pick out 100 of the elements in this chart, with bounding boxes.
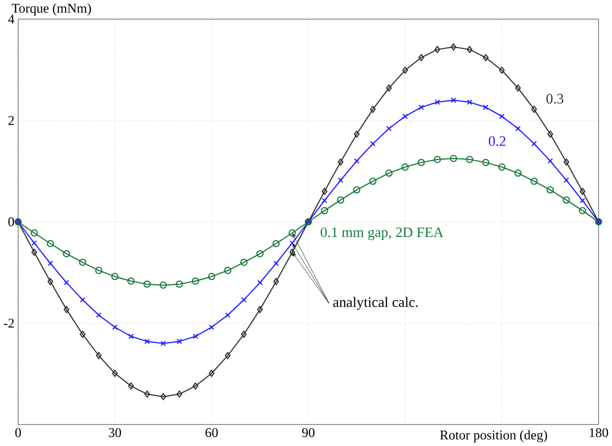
point — [225, 312, 230, 318]
point — [290, 240, 295, 246]
y-tick-label: 4 — [8, 14, 14, 24]
point — [369, 178, 377, 186]
x-tick-label: 180 — [590, 428, 608, 438]
point — [176, 390, 182, 398]
point — [515, 126, 521, 132]
point — [466, 100, 472, 106]
point — [192, 334, 198, 340]
point — [482, 159, 490, 166]
point — [562, 196, 570, 204]
point — [30, 229, 38, 237]
point — [531, 141, 537, 147]
point — [160, 393, 166, 400]
point — [273, 260, 279, 266]
point — [320, 207, 328, 214]
point — [144, 390, 150, 398]
point — [546, 186, 554, 194]
point — [386, 84, 392, 92]
y-axis-title: Torque (mNm) — [12, 4, 91, 16]
point — [143, 280, 151, 288]
point — [289, 248, 296, 256]
point — [224, 266, 232, 274]
point — [96, 312, 102, 318]
point — [144, 338, 150, 344]
point — [78, 258, 86, 266]
point — [578, 207, 586, 214]
point — [160, 282, 167, 289]
point — [48, 278, 54, 286]
point — [257, 306, 263, 314]
point — [224, 352, 231, 360]
point — [64, 280, 70, 286]
x-tick-label: 0 — [15, 428, 21, 438]
point — [385, 170, 393, 177]
point — [80, 330, 86, 338]
point — [176, 280, 184, 288]
point — [176, 338, 182, 344]
point — [353, 186, 360, 194]
point — [322, 188, 328, 196]
series-label: 0.3 — [546, 94, 564, 104]
point — [31, 248, 38, 256]
point — [531, 106, 537, 114]
point — [402, 66, 408, 74]
point — [111, 273, 119, 280]
point — [62, 250, 70, 258]
point — [418, 104, 424, 110]
point — [208, 273, 216, 280]
x-tick-label: 60 — [206, 428, 218, 438]
point — [257, 280, 263, 286]
point — [450, 98, 456, 104]
point — [256, 250, 264, 258]
point — [95, 266, 102, 274]
point — [354, 130, 360, 138]
point — [338, 158, 344, 166]
x-tick-label: 30 — [108, 428, 122, 438]
point — [547, 130, 554, 138]
y-tick-label: -2 — [4, 318, 14, 328]
point — [241, 330, 247, 338]
series-label: 0.1 mm gap, 2D FEA — [320, 228, 444, 240]
point — [402, 114, 408, 120]
point — [450, 154, 458, 162]
series-label: 0.2 — [488, 136, 506, 146]
point — [128, 334, 134, 340]
point — [80, 297, 86, 303]
point — [564, 178, 570, 184]
point — [401, 164, 409, 171]
point — [370, 141, 376, 147]
point — [128, 382, 134, 390]
point — [483, 104, 488, 110]
point — [434, 100, 440, 106]
point — [450, 43, 456, 51]
point — [434, 46, 440, 54]
point — [64, 306, 70, 314]
point — [466, 156, 474, 164]
point — [580, 188, 586, 196]
point — [208, 370, 214, 378]
point — [563, 158, 570, 166]
point — [96, 352, 102, 360]
point — [192, 382, 198, 390]
point — [418, 54, 424, 62]
point — [241, 297, 247, 303]
x-tick-label: 90 — [302, 428, 315, 438]
point — [498, 164, 506, 171]
point — [548, 158, 553, 164]
point — [112, 324, 118, 330]
point — [273, 278, 279, 286]
y-tick-label: 0 — [8, 217, 14, 226]
x-axis-title: Rotor position (deg) — [440, 430, 548, 442]
point — [580, 198, 586, 204]
point — [32, 240, 37, 246]
point — [354, 158, 360, 164]
point — [208, 324, 214, 330]
point — [192, 278, 200, 285]
point — [272, 240, 280, 248]
annotation: analytical calc. — [333, 297, 418, 310]
point — [499, 114, 505, 120]
point — [160, 340, 166, 346]
point — [112, 370, 118, 378]
point — [127, 278, 135, 285]
point — [336, 196, 344, 204]
